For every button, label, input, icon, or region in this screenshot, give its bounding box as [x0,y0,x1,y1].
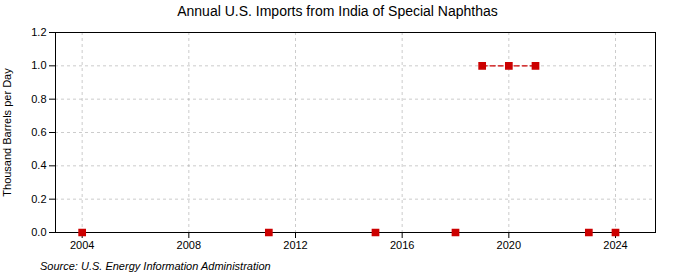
svg-text:0.4: 0.4 [31,159,46,171]
svg-text:0.2: 0.2 [31,193,46,205]
svg-text:1.2: 1.2 [31,26,46,38]
svg-text:2020: 2020 [497,239,521,251]
svg-text:0.8: 0.8 [31,93,46,105]
html-text:Source: U.S. Energy Informatio: Source: U.S. Energy Information Administ… [40,260,271,272]
html-text:Annual U.S. Imports from India: Annual U.S. Imports from India of Specia… [177,3,498,19]
svg-text:1.0: 1.0 [31,59,46,71]
svg-text:2016: 2016 [390,239,414,251]
svg-text:0.6: 0.6 [31,126,46,138]
svg-text:2024: 2024 [603,239,627,251]
svg-text:2004: 2004 [70,239,94,251]
svg-text:2008: 2008 [177,239,201,251]
svg-text:Thousand Barrels per Day: Thousand Barrels per Day [1,68,13,197]
svg-text:2012: 2012 [283,239,307,251]
svg-text:0.0: 0.0 [31,226,46,238]
